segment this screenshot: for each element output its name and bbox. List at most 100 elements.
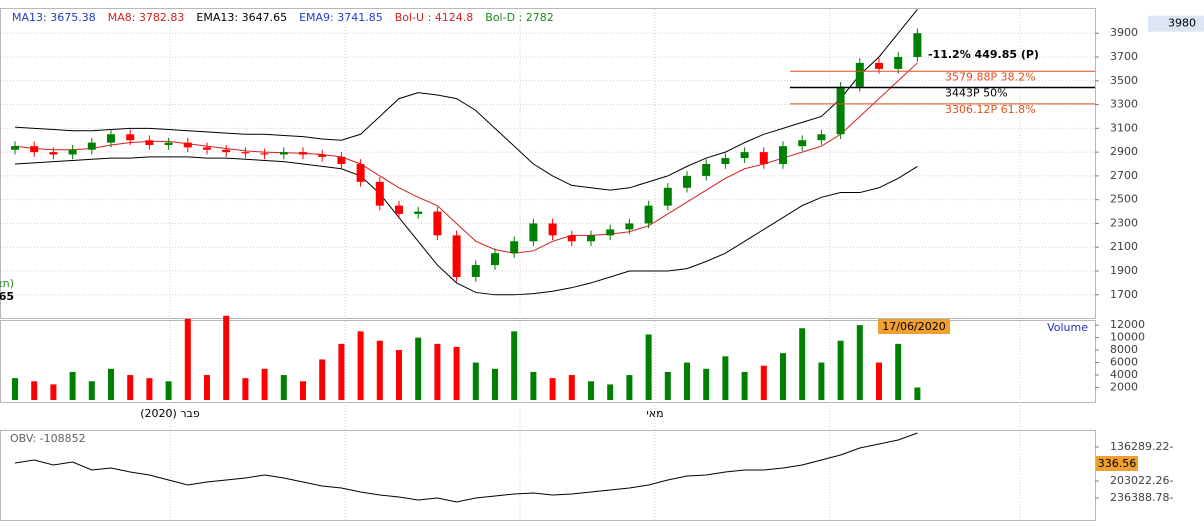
candle-body — [471, 265, 480, 277]
indicator-line — [14, 9, 918, 191]
volume-bar — [780, 353, 786, 400]
candle-body — [68, 149, 77, 155]
y-tick-label: 10000 — [1110, 331, 1145, 344]
y-tick-label: 4000 — [1110, 368, 1138, 381]
security-label: 01091065 : מיטרוניקס — [0, 290, 14, 303]
volume-bar — [127, 375, 134, 400]
candle-body — [87, 142, 96, 150]
candle-body — [279, 152, 288, 155]
candle-body — [318, 154, 327, 157]
volume-bar — [549, 378, 556, 400]
candle-body — [817, 134, 826, 141]
candle-body — [548, 223, 557, 236]
candle-body — [375, 181, 384, 206]
y-tick-label: 3500 — [1110, 74, 1138, 87]
legend-item: MA8: 3782.83 — [108, 11, 185, 24]
y-tick-label: 2300 — [1110, 216, 1138, 229]
volume-bar — [626, 375, 633, 400]
y-tick-label: 3900 — [1110, 26, 1138, 39]
volume-bar — [530, 371, 537, 400]
volume-bar — [376, 340, 383, 400]
volume-bar — [760, 365, 767, 400]
candle-body — [529, 223, 538, 242]
candle-body — [721, 158, 730, 165]
y-tick-label: 2700 — [1110, 169, 1138, 182]
candle-body — [644, 205, 653, 224]
candle-body — [740, 152, 749, 159]
volume-panel — [0, 320, 1096, 403]
y-tick-label: 2900 — [1110, 145, 1138, 158]
candle-body — [164, 142, 173, 145]
volume-bar — [876, 362, 882, 400]
candle-body — [395, 205, 403, 214]
candle-body — [203, 147, 211, 150]
volume-bar — [300, 381, 306, 400]
obv-badge-label: 336.56 — [1098, 457, 1137, 470]
candle-body — [587, 235, 595, 242]
price-plot — [11, 9, 922, 296]
candle-body — [183, 142, 192, 148]
y-tick-label: 2100 — [1110, 240, 1138, 253]
volume-title: Volume — [1047, 321, 1088, 334]
candle-body — [30, 146, 39, 153]
candle-body — [683, 175, 691, 188]
candle-body — [126, 134, 135, 141]
volume-bar — [818, 362, 825, 400]
y-tick-label: 6000 — [1110, 356, 1138, 369]
obv-badge — [1096, 456, 1138, 471]
volume-bar — [69, 371, 76, 400]
volume-bar — [722, 356, 729, 400]
time-grid — [169, 9, 1021, 520]
candle-body — [414, 211, 423, 214]
legend-item: Bol-U : 4124.8 — [395, 11, 474, 24]
legend-item: MA13: 3675.38 — [12, 11, 96, 24]
volume-bar — [242, 378, 249, 400]
candle-body — [625, 223, 634, 230]
candle-body — [894, 56, 903, 69]
y-tick-label: 1900 — [1110, 264, 1138, 277]
volume-bar — [453, 346, 460, 400]
date-badge — [878, 319, 950, 334]
candle-body — [567, 235, 576, 242]
candle-body — [260, 153, 269, 155]
last-price-label: 3980 — [1168, 17, 1196, 30]
candle-body — [798, 140, 807, 147]
candle-body — [356, 164, 365, 182]
candle-body — [855, 62, 864, 87]
last-price-badge — [1148, 15, 1204, 32]
y-tick-label: 8000 — [1110, 343, 1138, 356]
volume-bar — [184, 318, 191, 400]
volume-bar — [165, 381, 172, 400]
volume-bar — [607, 384, 614, 400]
y-tick-label: 136289.22- — [1110, 440, 1173, 453]
candle-body — [49, 152, 58, 155]
y-tick-label: 3100 — [1110, 121, 1138, 134]
candle-body — [222, 149, 231, 153]
fib-label: 3579.88P 38.2% — [945, 70, 1036, 83]
volume-bar — [88, 381, 95, 400]
candle-body — [875, 62, 883, 69]
candle-body — [663, 187, 672, 206]
volume-bar — [741, 371, 748, 400]
obv-panel — [0, 430, 1096, 521]
volume-bar — [50, 384, 57, 400]
y-tick-label: 3300 — [1110, 98, 1138, 111]
legend-item: Bol-D : 2782 — [485, 11, 553, 24]
volume-bar — [684, 362, 690, 400]
x-tick-label: (2020) פבר — [140, 407, 200, 420]
y-tick-label: 2500 — [1110, 193, 1138, 206]
volume-bar — [12, 378, 18, 400]
candle-body — [836, 86, 845, 135]
candle-body — [145, 140, 154, 145]
volume-bar — [146, 378, 153, 400]
volume-bar — [645, 334, 652, 400]
volume-bar — [31, 381, 38, 400]
change-label: -11.2% 449.85 (P) — [928, 48, 1039, 61]
candle-body — [241, 152, 250, 154]
volume-bar — [223, 315, 230, 400]
volume-bar — [415, 337, 422, 400]
date-label: 17/06/2020 — [882, 320, 945, 333]
candle-body — [452, 235, 461, 277]
